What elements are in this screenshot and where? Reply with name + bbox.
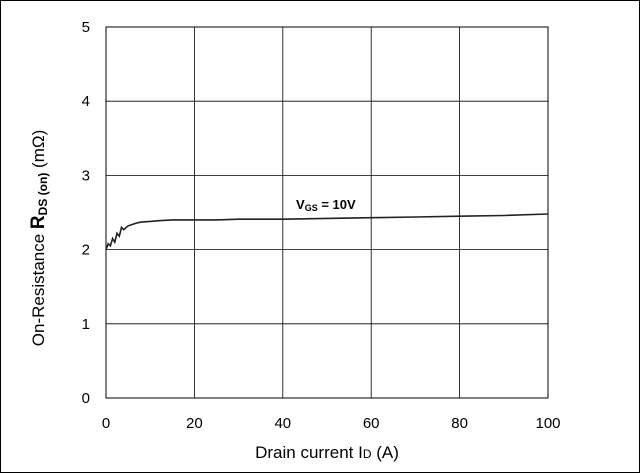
- series-line-vgs-10v: [105, 213, 549, 250]
- x-tick-label: 100: [535, 415, 560, 432]
- plot-area-border: [105, 26, 549, 399]
- y-axis-title: On-Resistance RDS (on) (mΩ): [28, 130, 50, 346]
- x-axis-title: Drain current ID (A): [255, 443, 399, 462]
- y-tick-label: 3: [82, 167, 90, 184]
- y-tick-label: 2: [82, 242, 90, 259]
- x-tick-label: 80: [451, 415, 468, 432]
- x-tick-labels: 0 20 40 60 80 100: [102, 415, 561, 432]
- y-tick-label: 1: [82, 316, 90, 333]
- grid: [106, 27, 548, 398]
- y-tick-labels: 0 1 2 3 4 5: [82, 19, 90, 407]
- y-tick-label: 5: [82, 19, 90, 36]
- vgs-annotation: VGS = 10V: [296, 197, 356, 213]
- x-tick-label: 40: [274, 415, 291, 432]
- y-tick-label: 4: [82, 93, 90, 110]
- x-tick-label: 0: [102, 415, 110, 432]
- x-tick-label: 60: [363, 415, 380, 432]
- x-tick-label: 20: [186, 415, 203, 432]
- y-tick-label: 0: [82, 390, 90, 407]
